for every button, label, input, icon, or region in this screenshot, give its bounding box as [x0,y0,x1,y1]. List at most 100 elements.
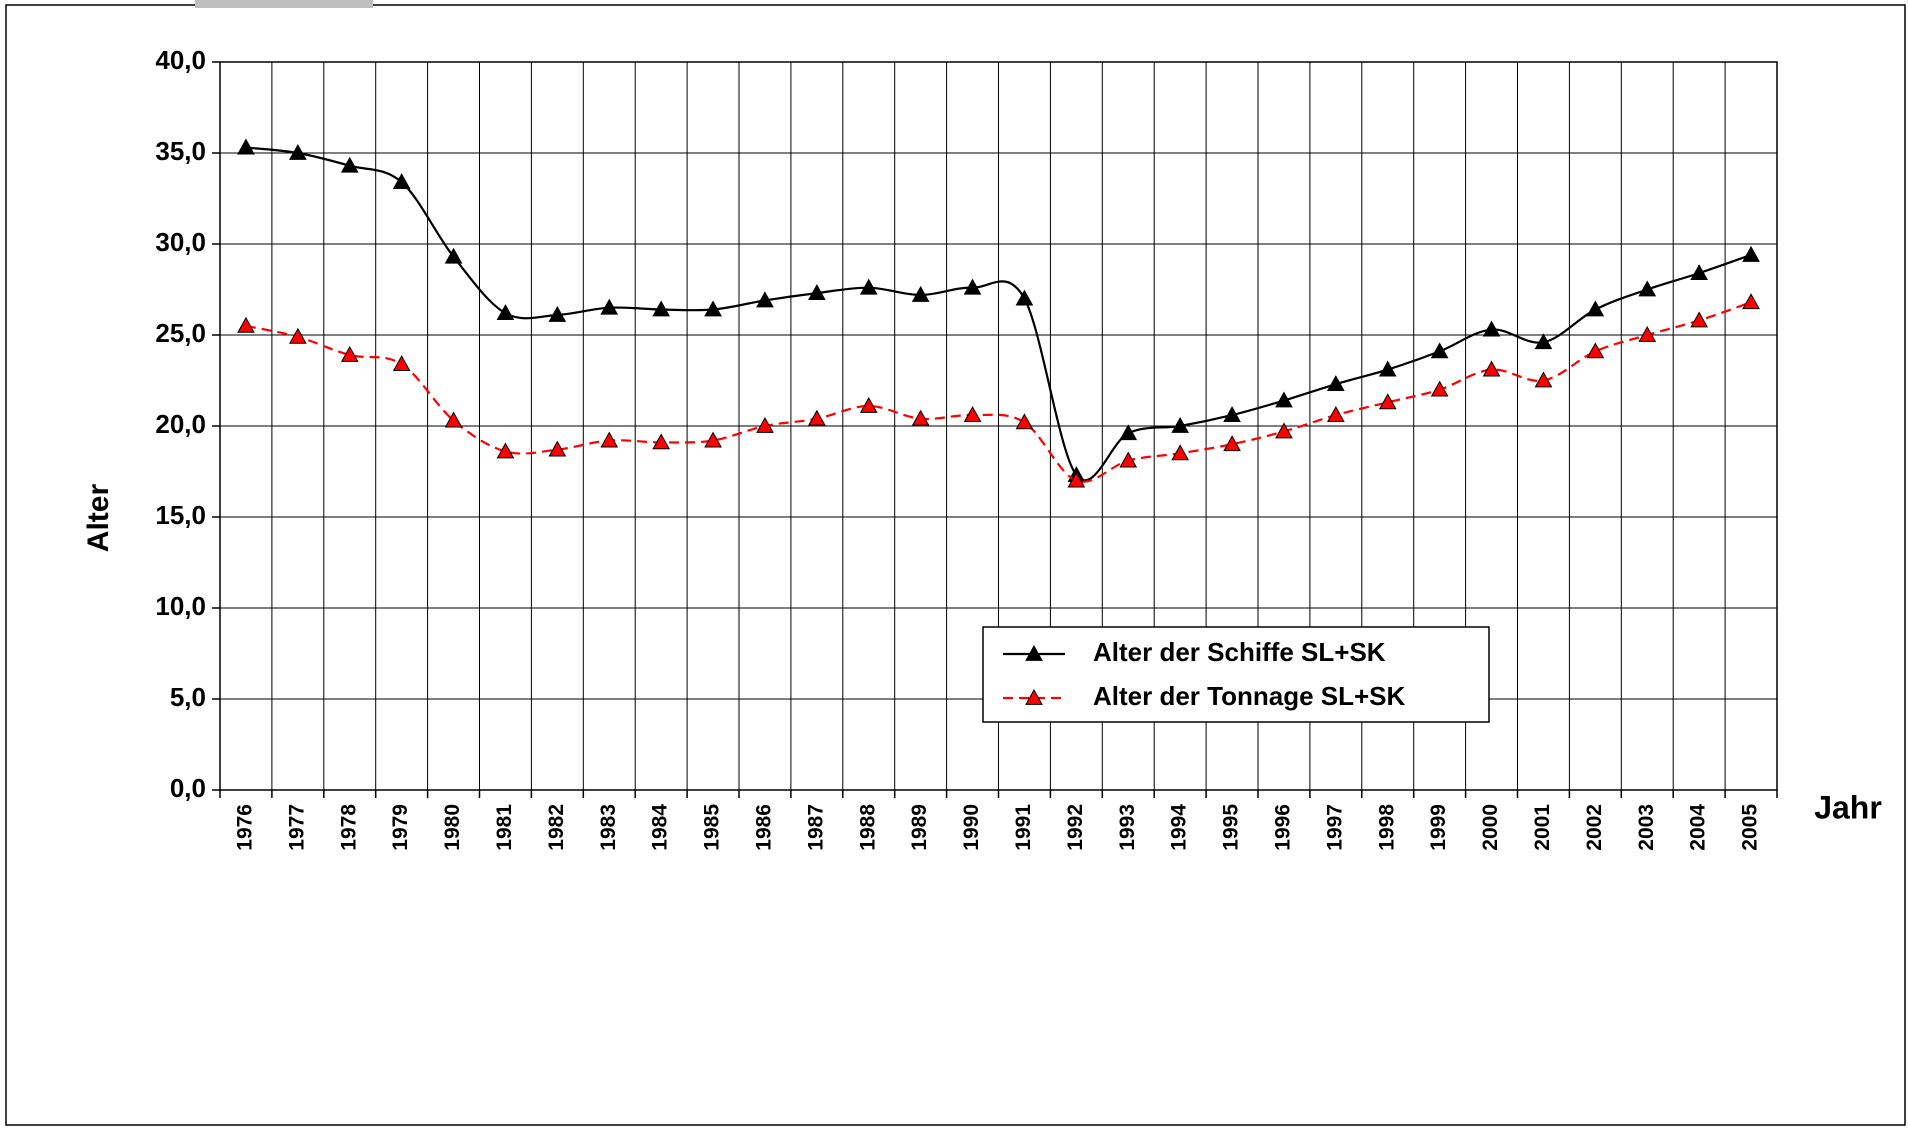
x-tick-label: 1986 [752,804,775,851]
marker [1171,416,1189,433]
x-axis-label: Jahr [1814,789,1882,825]
x-tick-label: 1994 [1168,804,1191,851]
x-tick-label: 1976 [233,804,256,851]
marker [1742,293,1760,310]
marker [704,300,722,317]
marker [1171,444,1189,461]
marker [963,278,982,295]
x-tick-label: 2003 [1635,804,1658,851]
x-tick-label: 1995 [1220,804,1243,851]
y-tick-label: 15,0 [155,500,206,530]
marker [1275,422,1293,439]
marker [704,431,722,448]
marker [444,411,463,428]
x-tick-label: 2002 [1583,804,1606,851]
y-tick-label: 40,0 [155,45,206,75]
marker [1015,413,1034,430]
marker [1327,406,1345,422]
y-tick-label: 35,0 [155,136,206,166]
marker [808,284,826,301]
marker [600,298,619,315]
x-tick-label: 1978 [337,804,360,851]
marker [652,300,670,317]
x-tick-label: 1997 [1323,804,1346,851]
marker [392,173,411,190]
x-tick-label: 1981 [493,804,516,851]
marker [1482,320,1501,337]
marker [1223,406,1241,422]
marker [548,305,567,322]
x-tick-label: 1985 [701,804,724,851]
marker [1223,435,1241,452]
y-tick-label: 30,0 [155,227,206,257]
marker [1534,333,1553,350]
x-tick-label: 1999 [1427,804,1450,851]
x-tick-label: 1988 [856,804,879,851]
y-axis-label: Alter [82,484,115,553]
x-tick-label: 1987 [804,804,827,851]
marker [1534,371,1553,388]
marker [1067,471,1086,488]
marker [911,409,930,426]
marker [1430,380,1449,397]
y-tick-label: 5,0 [170,682,206,712]
marker [444,247,463,264]
marker [392,355,411,372]
marker [340,156,359,173]
marker [289,327,307,344]
y-tick-label: 20,0 [155,409,206,439]
x-tick-label: 1992 [1064,804,1087,851]
x-tick-label: 1990 [960,804,983,851]
legend-marker [1025,644,1043,661]
x-tick-label: 1996 [1271,804,1294,851]
y-tick-label: 0,0 [170,773,206,803]
x-tick-label: 2001 [1531,804,1554,851]
marker [1430,342,1449,359]
marker [1638,325,1657,342]
marker [859,396,878,413]
series-line [245,301,1752,483]
x-tick-label: 1980 [441,804,464,851]
marker [1586,300,1605,317]
marker [340,345,359,362]
marker [496,442,515,459]
corner-artifact [195,0,373,8]
marker [1275,391,1293,408]
x-tick-label: 1982 [545,804,568,851]
marker [963,406,982,422]
marker [1378,393,1397,410]
legend-marker [1025,688,1043,705]
marker [496,304,515,321]
marker [756,416,774,433]
x-tick-label: 1977 [285,804,308,851]
legend-label: Alter der Tonnage SL+SK [1093,681,1406,711]
marker [756,291,774,308]
chart-border [5,4,1906,1126]
x-tick-label: 1979 [389,804,412,851]
marker [911,285,930,302]
marker [1690,311,1708,328]
marker [1119,424,1138,441]
x-tick-label: 1984 [649,804,672,851]
x-tick-label: 2000 [1479,804,1502,851]
y-tick-label: 10,0 [155,591,206,621]
marker [548,440,567,457]
marker [1378,360,1397,377]
marker [859,278,878,295]
marker [652,433,670,450]
x-tick-label: 1991 [1012,804,1035,851]
y-tick-label: 25,0 [155,318,206,348]
marker [1742,245,1760,262]
legend-label: Alter der Schiffe SL+SK [1093,637,1386,667]
marker [1327,375,1345,392]
legend-box [982,626,1490,723]
marker [237,138,255,155]
marker [289,143,307,160]
x-tick-label: 1983 [597,804,620,851]
marker [237,316,255,333]
marker [1015,289,1034,306]
marker [1119,451,1138,468]
x-tick-label: 1989 [908,804,931,851]
plot-frame [219,61,1778,791]
